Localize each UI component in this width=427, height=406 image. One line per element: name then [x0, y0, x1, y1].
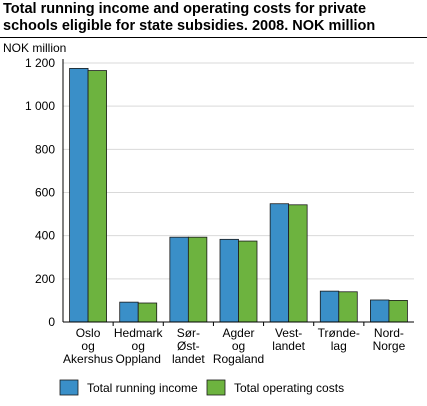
- y-axis-label: NOK million: [3, 41, 66, 55]
- x-tick-label: Hedmark og Oppland: [114, 326, 164, 366]
- y-tick-label: 800: [35, 142, 55, 156]
- y-tick-labels: 0 200 400 600 800 1 000 1 200: [25, 56, 55, 329]
- y-tick-label: 1 200: [25, 56, 55, 70]
- bar: [238, 240, 258, 323]
- y-tick-label: 600: [35, 186, 55, 200]
- legend-swatch: [59, 379, 79, 396]
- legend: Total running income Total operating cost…: [59, 379, 344, 396]
- y-tick-label: 200: [35, 272, 55, 286]
- bar: [137, 302, 158, 323]
- bar: [269, 203, 290, 323]
- y-tick-label: 400: [35, 229, 55, 243]
- bar: [219, 238, 239, 323]
- legend-label: Total running income: [87, 381, 198, 395]
- x-tick-label: Sør-Øst-landet: [172, 326, 205, 366]
- x-tick-label: Nord-Norge: [373, 326, 406, 353]
- x-tick-label: Agder og Rogaland: [213, 326, 264, 366]
- legend-swatch: [206, 379, 226, 396]
- bar: [370, 299, 390, 323]
- bar: [87, 70, 107, 323]
- bar: [69, 67, 89, 323]
- bar: [388, 300, 408, 323]
- title-rule: [0, 37, 427, 38]
- bar: [338, 291, 358, 323]
- x-tick-label: Oslo og Akershus: [63, 326, 113, 366]
- chart-title: Total running income and operating costs…: [3, 1, 376, 34]
- bar: [169, 236, 189, 323]
- legend-label: Total operating costs: [234, 381, 344, 395]
- bar: [319, 290, 340, 323]
- bar: [187, 236, 208, 323]
- axes: [62, 59, 414, 326]
- bar: [288, 204, 308, 323]
- x-tick-label: Trønde-lag: [318, 326, 360, 353]
- x-tick-label: Vest-landet: [272, 326, 305, 353]
- bar: [119, 301, 139, 323]
- y-tick-label: 1 000: [25, 99, 55, 113]
- y-tick-label: 0: [48, 315, 55, 329]
